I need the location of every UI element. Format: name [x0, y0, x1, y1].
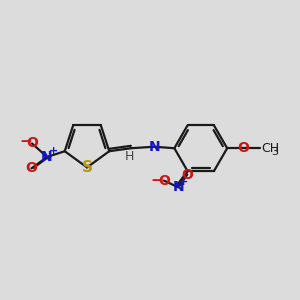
- Text: −: −: [19, 134, 32, 149]
- Text: O: O: [158, 174, 170, 188]
- Text: N: N: [41, 150, 53, 164]
- Text: N: N: [148, 140, 160, 154]
- Text: +: +: [179, 177, 188, 188]
- Text: S: S: [82, 160, 92, 175]
- Text: O: O: [238, 141, 250, 155]
- Text: N: N: [172, 180, 184, 194]
- Text: H: H: [125, 150, 134, 163]
- Text: O: O: [26, 136, 38, 151]
- Text: 3: 3: [271, 147, 278, 157]
- Text: −: −: [150, 172, 163, 188]
- Text: CH: CH: [261, 142, 279, 155]
- Text: O: O: [181, 168, 193, 182]
- Text: +: +: [48, 146, 58, 156]
- Text: O: O: [26, 161, 38, 176]
